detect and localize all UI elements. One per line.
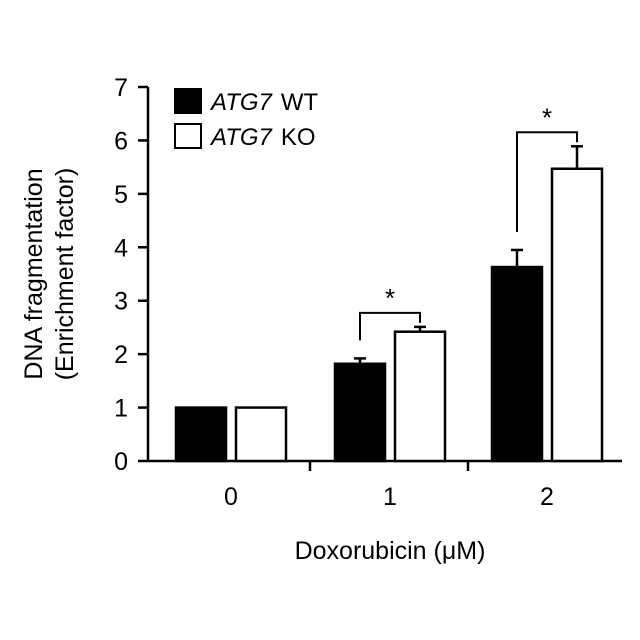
legend-gene-wt: ATG7 <box>209 89 274 116</box>
x-axis-title: Doxorubicin (μM) <box>295 537 486 565</box>
bar-wt-2 <box>492 267 542 461</box>
bar-wt-0 <box>176 408 226 461</box>
bar-wt-1 <box>335 364 385 461</box>
legend-genotype-ko: KO <box>281 124 316 151</box>
bar-ko-0 <box>236 408 286 461</box>
legend-genotype-wt: WT <box>281 89 319 116</box>
y-tick-label: 4 <box>114 234 128 262</box>
y-tick-label: 1 <box>114 395 128 423</box>
legend-label-wt: ATG7 WT <box>209 89 319 116</box>
y-tick-label: 5 <box>114 181 128 209</box>
significance-star: * <box>542 102 552 132</box>
legend-label-ko: ATG7 KO <box>209 124 316 151</box>
y-axis-title-line2: (Enrichment factor) <box>51 168 79 381</box>
x-tick-label: 2 <box>540 483 554 511</box>
y-tick-label: 2 <box>114 341 128 369</box>
x-tick-label: 0 <box>224 483 238 511</box>
x-ticks: 0 1 2 <box>224 461 554 511</box>
y-tick-label: 7 <box>114 74 128 102</box>
legend: ATG7 WT ATG7 KO <box>175 89 319 151</box>
legend-gene-ko: ATG7 <box>209 124 274 151</box>
significance-star: * <box>385 283 395 313</box>
y-ticks: 0 1 2 3 4 5 6 7 <box>114 74 148 476</box>
bar-ko-1 <box>395 332 445 461</box>
legend-swatch-wt <box>175 89 201 113</box>
y-axis-title-line1: DNA fragmentation <box>20 168 48 379</box>
y-tick-label: 0 <box>114 448 128 476</box>
legend-swatch-ko <box>175 124 201 148</box>
y-tick-label: 6 <box>114 127 128 155</box>
y-tick-label: 3 <box>114 288 128 316</box>
significance-markers: ** <box>360 102 577 340</box>
x-tick-label: 1 <box>383 483 397 511</box>
bar-ko-2 <box>552 169 602 461</box>
